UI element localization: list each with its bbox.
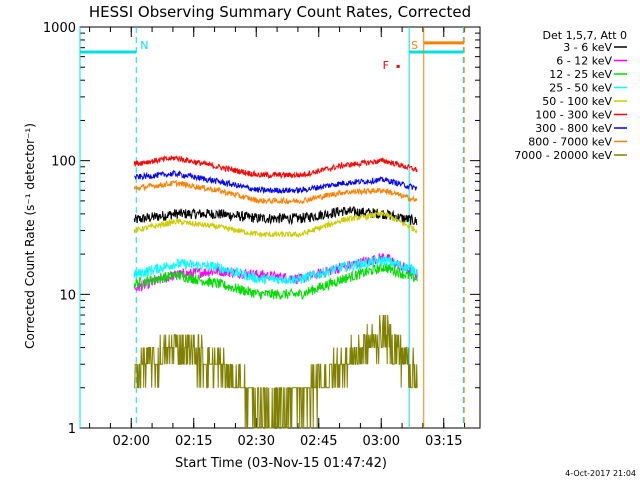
series-line-800-7000-kev xyxy=(133,180,418,205)
x-tick-label: 02:30 xyxy=(238,434,275,449)
legend-label: 100 - 300 keV xyxy=(535,109,612,122)
y-tick-label: 1000 xyxy=(43,21,76,36)
legend-label: 25 - 50 keV xyxy=(549,82,612,95)
y-axis-label: Corrected Count Rate (s⁻¹ detector⁻¹) xyxy=(23,123,37,349)
legend-label: 6 - 12 keV xyxy=(556,55,612,68)
x-tick-label: 02:45 xyxy=(300,434,337,449)
chart-title: HESSI Observing Summary Count Rates, Cor… xyxy=(89,3,471,21)
series-line-12-25-kev xyxy=(133,262,418,300)
saa-label: S xyxy=(411,39,418,52)
flare-label: F xyxy=(383,59,389,72)
footer-date: 4-Oct-2017 21:04 xyxy=(565,469,636,478)
plot-area: 1 10 100 1000 02:00 02:15 02:30 02:45 03:00 03:15… xyxy=(43,21,481,449)
legend-label: 50 - 100 keV xyxy=(542,95,612,108)
y-tick-label: 1 xyxy=(68,422,76,437)
x-tick-label: 03:00 xyxy=(363,434,400,449)
series-line-50-100-kev xyxy=(133,210,418,238)
x-tick-label: 02:00 xyxy=(113,434,150,449)
series-line-25-50-kev xyxy=(133,254,418,285)
y-tick-label: 10 xyxy=(59,288,76,303)
series-line-7000-20000-kev xyxy=(134,314,418,429)
x-tick-label: 03:15 xyxy=(425,434,462,449)
series-line-3-6-kev xyxy=(133,206,418,226)
night-label: N xyxy=(140,39,148,52)
flare-marker xyxy=(396,64,400,68)
legend-label: 300 - 800 keV xyxy=(535,122,612,135)
x-tick-label: 02:15 xyxy=(175,434,212,449)
legend-label: 12 - 25 keV xyxy=(549,68,612,81)
series-line-100-300-kev xyxy=(133,154,418,180)
y-tick-label: 100 xyxy=(51,155,76,170)
legend-label: 3 - 6 keV xyxy=(563,41,612,54)
x-axis-label: Start Time (03-Nov-15 01:47:42) xyxy=(175,456,387,471)
legend-label: 7000 - 20000 keV xyxy=(514,149,612,162)
series-line-300-800-kev xyxy=(134,169,418,195)
legend-label: 800 - 7000 keV xyxy=(528,136,612,149)
legend-header: Det 1,5,7, Att 0 xyxy=(543,29,627,42)
